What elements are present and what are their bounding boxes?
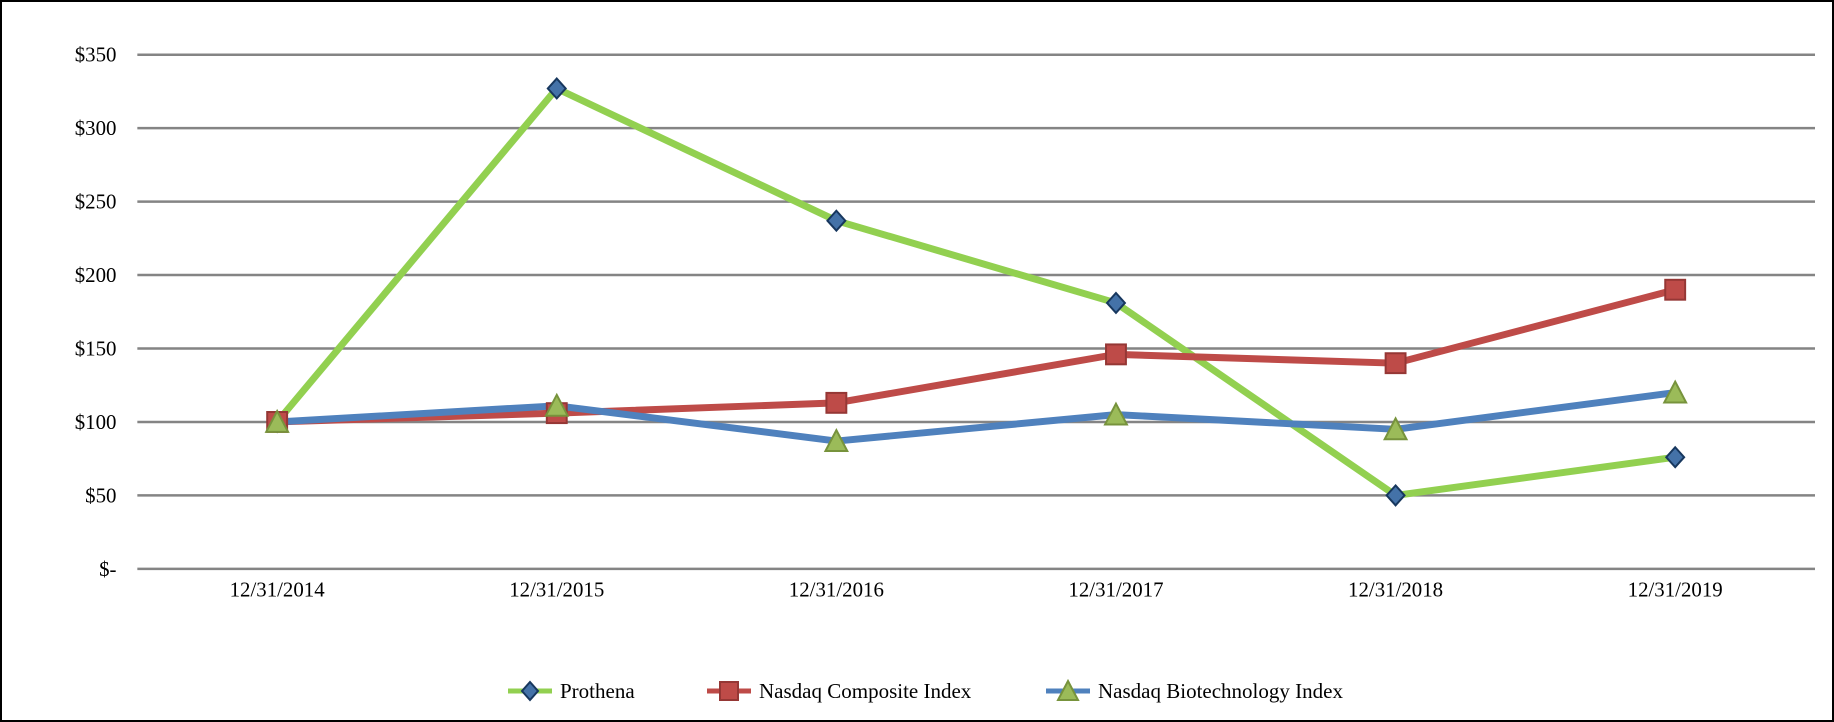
y-axis-tick-label: $- [99, 557, 116, 581]
series-line-nasdaq-composite-index [277, 286, 1677, 426]
diamond-marker [1105, 291, 1127, 315]
triangle-marker [823, 427, 849, 452]
y-axis-tick-label: $250 [75, 190, 117, 214]
nasdaq-composite-legend-label: Nasdaq Composite Index [759, 678, 972, 703]
x-axis-tick-label: 12/31/2015 [509, 578, 604, 602]
square-marker [1664, 278, 1687, 301]
x-axis-tick-label: 12/31/2018 [1348, 578, 1443, 602]
square-marker [1384, 352, 1407, 375]
y-axis-tick-label: $350 [75, 43, 117, 67]
nasdaq-composite-square-line-icon [706, 678, 752, 704]
legend-item-nasdaq-composite: Nasdaq Composite Index [706, 678, 971, 704]
x-axis-tick-label: 12/31/2014 [230, 578, 326, 602]
y-axis-tick-label: $50 [85, 483, 116, 507]
square-marker [825, 391, 848, 414]
series-line-prothena [274, 85, 1676, 499]
legend-swatch [707, 681, 751, 701]
x-axis-tick-label: 12/31/2016 [789, 578, 884, 602]
diamond-marker [1664, 445, 1686, 469]
nasdaq-biotechnology-legend-label: Nasdaq Biotechnology Index [1098, 678, 1343, 703]
diamond-marker [546, 77, 568, 100]
square-marker [1105, 343, 1127, 366]
triangle-marker [1662, 379, 1688, 404]
triangle-marker [264, 408, 290, 433]
legend-swatch [1046, 678, 1090, 701]
legend-swatch [508, 680, 552, 702]
y-axis-tick-label: $100 [75, 410, 117, 434]
prothena-diamond-line-icon [507, 678, 553, 704]
series-line-nasdaq-biotechnology-index [276, 389, 1676, 445]
triangle-marker [1383, 416, 1409, 441]
legend-item-nasdaq-biotechnology: Nasdaq Biotechnology Index [1045, 678, 1343, 704]
triangle-marker [1103, 401, 1129, 426]
square-marker [719, 681, 739, 701]
diamond-marker [1385, 483, 1406, 507]
triangle-marker [1056, 678, 1080, 701]
y-axis-tick-label: $300 [75, 116, 117, 140]
x-axis-tick-label: 12/31/2019 [1628, 578, 1723, 602]
legend-item-prothena: Prothena [507, 678, 635, 704]
x-axis-tick-label: 12/31/2017 [1068, 578, 1163, 602]
y-axis-tick-label: $150 [75, 336, 117, 360]
nasdaq-biotechnology-triangle-line-icon [1045, 678, 1091, 704]
diamond-marker [826, 209, 847, 233]
y-axis-tick-label: $200 [75, 263, 117, 287]
diamond-marker [520, 680, 540, 702]
prothena-legend-label: Prothena [560, 678, 635, 703]
triangle-marker [544, 392, 570, 417]
